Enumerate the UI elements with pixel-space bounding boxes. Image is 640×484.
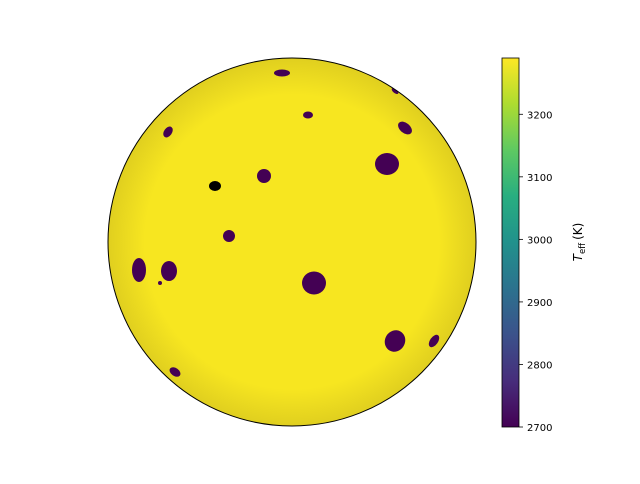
colorbar-label: Teff (K) xyxy=(571,223,588,262)
colorbar-tick-label: 3200 xyxy=(527,110,552,121)
colorbar-frame xyxy=(501,57,520,428)
colorbar-tick-label: 3000 xyxy=(527,235,552,246)
starspot xyxy=(163,126,173,138)
starspot xyxy=(274,69,290,77)
starspot xyxy=(391,88,399,94)
colorbar-tick-label: 2900 xyxy=(527,298,552,309)
starspot xyxy=(428,334,440,348)
starspot xyxy=(398,121,412,135)
colorbar-tick-label: 3100 xyxy=(527,173,552,184)
starspot xyxy=(161,261,177,281)
colorbar-label-unit: (K) xyxy=(571,223,585,240)
starspot xyxy=(375,153,399,175)
starspot xyxy=(257,169,271,183)
colorbar-tick-label: 2800 xyxy=(527,360,552,371)
starspot xyxy=(384,330,406,352)
starspot xyxy=(209,181,221,191)
colorbar-gradient xyxy=(502,58,519,427)
starspot xyxy=(302,271,326,295)
starspots xyxy=(132,69,440,377)
starspot xyxy=(303,111,313,119)
starspot xyxy=(223,230,235,242)
colorbar: 2700 2800 2900 3000 3100 3200 Teff (K) xyxy=(501,57,588,434)
starspot xyxy=(132,258,146,282)
colorbar-tick-label: 2700 xyxy=(527,423,552,434)
stellar-disk xyxy=(108,58,476,426)
starspot xyxy=(169,367,181,377)
colorbar-ticks: 2700 2800 2900 3000 3100 3200 xyxy=(519,110,552,434)
colorbar-label-subscript: eff xyxy=(578,242,588,254)
starspot xyxy=(158,281,162,285)
stellar-disk-outline xyxy=(107,57,477,427)
colorbar-label-symbol: T xyxy=(571,252,585,261)
